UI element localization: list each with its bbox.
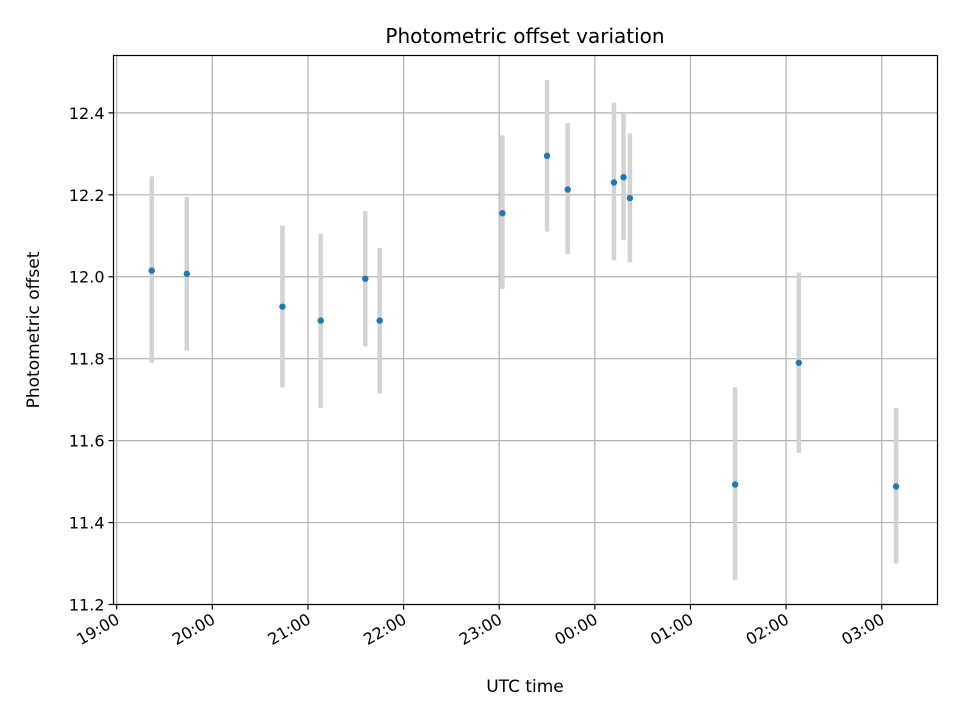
x-tick-label: 22:00	[360, 610, 409, 650]
y-tick-label: 12.4	[69, 104, 105, 123]
y-tick-label: 11.2	[69, 596, 105, 615]
x-tick-label: 19:00	[73, 610, 122, 650]
data-point	[731, 481, 739, 488]
data-point	[620, 173, 627, 181]
data-point	[148, 267, 155, 274]
x-tick-label: 02:00	[743, 610, 792, 650]
x-tick-label: 21:00	[265, 610, 314, 650]
y-tick-label: 11.6	[69, 432, 105, 451]
data-point	[317, 317, 324, 324]
x-tick-label: 20:00	[169, 610, 218, 650]
chart-title: Photometric offset variation	[385, 24, 664, 48]
y-tick-label: 12.0	[69, 268, 105, 287]
data-point	[279, 303, 286, 310]
grid-lines	[113, 55, 938, 606]
data-point	[183, 270, 191, 278]
error-bars	[149, 80, 899, 580]
data-point	[499, 210, 506, 217]
y-tick-label: 11.4	[69, 514, 105, 533]
data-point	[376, 317, 383, 324]
y-tick-label: 11.8	[69, 350, 105, 369]
data-point	[543, 152, 551, 160]
data-point	[892, 483, 900, 490]
y-axis-ticks: 11.2 11.4 11.6 11.8 12.0 12.2 12.4	[69, 104, 114, 615]
x-axis-ticks: 19:00 20:00 21:00 22:00 23:00 00:00 01:00 02:00…	[73, 604, 888, 650]
x-tick-label: 23:00	[456, 610, 505, 650]
y-axis-label: Photometric offset	[24, 251, 44, 408]
x-tick-label: 00:00	[551, 610, 600, 650]
x-tick-label: 01:00	[647, 610, 696, 650]
data-points	[148, 152, 900, 490]
data-point	[362, 275, 369, 282]
x-axis-label: UTC time	[486, 677, 564, 697]
data-point	[626, 194, 634, 202]
plot-frame	[112, 54, 939, 606]
data-point	[564, 186, 571, 193]
data-point	[795, 359, 803, 366]
x-tick-label: 03:00	[838, 610, 887, 650]
data-point	[610, 179, 618, 186]
y-tick-label: 12.2	[69, 186, 105, 205]
